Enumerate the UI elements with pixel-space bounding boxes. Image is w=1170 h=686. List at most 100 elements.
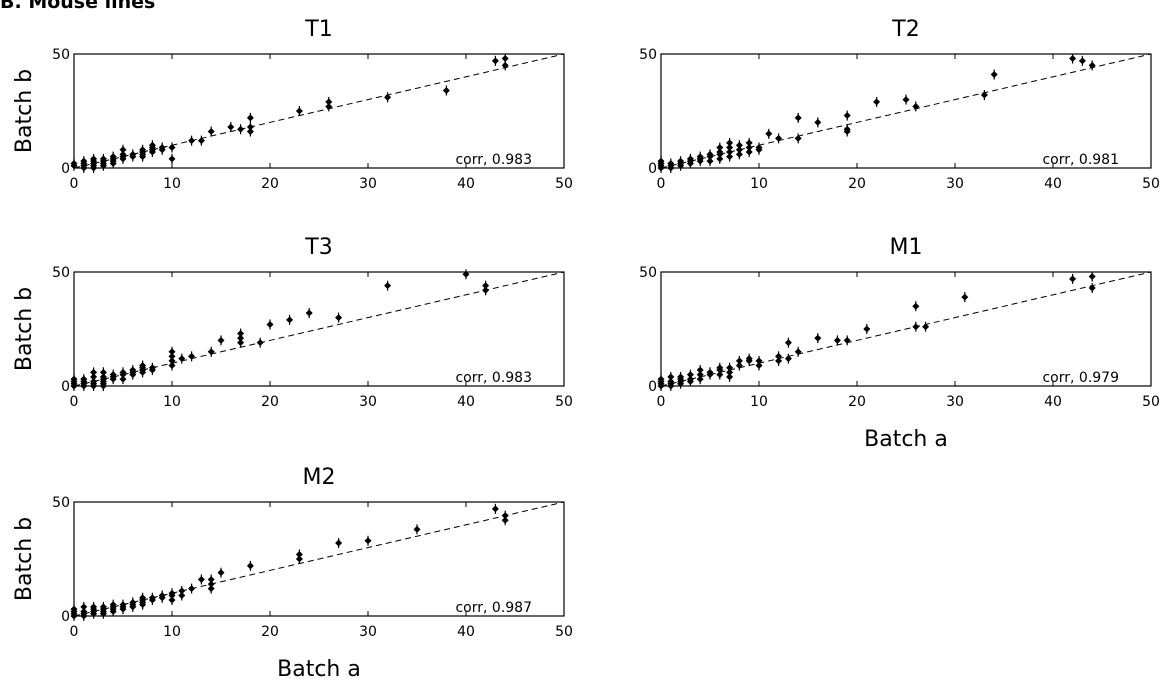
x-tick-label: 0 (70, 624, 79, 640)
data-point (696, 365, 704, 376)
y-tick-label: 50 (52, 265, 70, 281)
data-point (364, 535, 372, 546)
data-point (335, 312, 343, 323)
data-point (657, 156, 665, 167)
data-point (696, 151, 704, 162)
data-point (745, 137, 753, 148)
data-point (80, 374, 88, 385)
panel-title: M2 (303, 465, 336, 490)
data-point (178, 353, 186, 364)
x-axis-label: Batch a (864, 427, 948, 452)
scatter-panel: 0 10 20 30 40 50 0 50 T1 corr, 0.983 Batch b (12, 17, 573, 192)
data-point (501, 60, 509, 71)
data-point (90, 601, 98, 612)
data-point (109, 369, 117, 380)
data-point (325, 96, 333, 107)
data-point (833, 335, 841, 346)
correlation-label: corr, 0.981 (1042, 152, 1119, 168)
data-point (384, 92, 392, 103)
data-point (188, 583, 196, 594)
data-point (207, 574, 215, 585)
data-point (863, 324, 871, 334)
x-tick-label: 40 (457, 394, 475, 410)
data-point (1088, 60, 1096, 71)
x-tick-label: 30 (359, 176, 377, 192)
data-point (197, 574, 205, 585)
data-point (794, 112, 802, 123)
data-point (961, 292, 969, 303)
panel-title: M1 (890, 235, 923, 260)
data-point (843, 124, 851, 135)
data-point (794, 346, 802, 357)
x-tick-label: 40 (457, 624, 475, 640)
x-tick-label: 10 (750, 176, 768, 192)
data-point (129, 149, 137, 160)
data-point (726, 362, 734, 373)
data-point (168, 588, 176, 599)
data-point (735, 355, 743, 366)
y-tick-label: 0 (61, 161, 70, 177)
x-tick-label: 50 (555, 624, 573, 640)
data-point (491, 503, 499, 514)
axes-frame (73, 501, 565, 617)
data-point (775, 133, 783, 144)
data-point (335, 538, 343, 549)
correlation-label: corr, 0.983 (455, 152, 532, 168)
data-point (706, 149, 714, 160)
data-point (657, 374, 665, 385)
data-point (784, 337, 792, 348)
data-point (99, 601, 107, 612)
data-point (80, 156, 88, 167)
data-point (178, 585, 186, 596)
data-point (873, 96, 881, 107)
data-point (912, 321, 920, 332)
data-point (217, 335, 225, 346)
data-point (1088, 271, 1096, 282)
scatter-panel: 0 10 20 30 40 50 0 50 M1 corr, 0.979 Batch a (639, 235, 1160, 452)
x-tick-label: 20 (261, 176, 279, 192)
data-point (266, 319, 274, 330)
data-point (295, 106, 303, 116)
data-point (384, 280, 392, 291)
x-tick-label: 20 (261, 394, 279, 410)
data-point (90, 153, 98, 164)
y-tick-label: 0 (61, 609, 70, 625)
axes-frame (73, 53, 565, 169)
data-point (677, 156, 685, 167)
data-point (129, 597, 137, 608)
data-point (237, 124, 245, 135)
correlation-label: corr, 0.983 (455, 370, 532, 386)
data-point (706, 367, 714, 378)
data-point (814, 117, 822, 128)
data-point (1078, 55, 1086, 66)
data-point (227, 121, 235, 132)
data-point (129, 365, 137, 376)
x-tick-label: 0 (70, 394, 79, 410)
data-point (980, 90, 988, 101)
data-point (168, 346, 176, 357)
x-tick-label: 0 (70, 176, 79, 192)
axes-frame (660, 53, 1152, 169)
data-point (716, 362, 724, 373)
data-point (413, 524, 421, 535)
y-tick-label: 50 (52, 47, 70, 63)
data-point (990, 69, 998, 80)
data-point (286, 314, 294, 325)
data-point (755, 142, 763, 153)
data-point (305, 308, 313, 319)
x-tick-label: 50 (1142, 394, 1160, 410)
data-point (912, 301, 920, 312)
data-point (667, 158, 675, 169)
y-tick-label: 0 (61, 379, 70, 395)
data-point (902, 94, 910, 105)
data-point (726, 137, 734, 148)
data-point (686, 153, 694, 164)
y-axis-label: Batch b (12, 517, 37, 601)
data-point (1069, 53, 1077, 64)
data-point (158, 590, 166, 601)
scatter-panel: 0 10 20 30 40 50 0 50 T3 corr, 0.983 Batch b (12, 235, 573, 410)
data-point (794, 133, 802, 144)
data-point (784, 353, 792, 364)
correlation-label: corr, 0.987 (455, 600, 532, 616)
